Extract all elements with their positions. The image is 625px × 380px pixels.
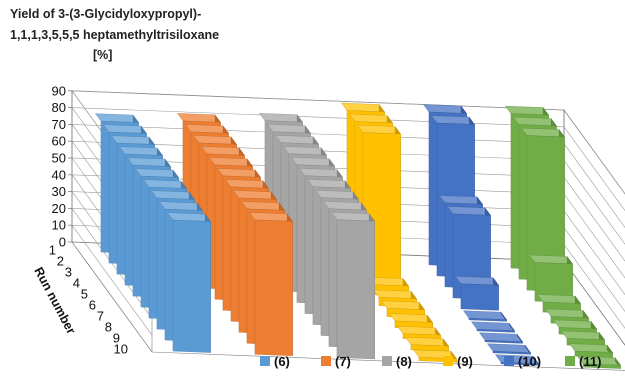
bar <box>249 212 293 357</box>
legend-item: (9) <box>443 354 473 369</box>
z-tick-label: 90 <box>52 83 66 98</box>
z-tick-label: 10 <box>52 218 66 233</box>
legend-swatch <box>504 356 514 366</box>
legend-swatch <box>443 356 453 366</box>
legend-item: (6) <box>260 354 290 369</box>
run-tick-label: 1 <box>49 243 56 258</box>
bar <box>405 337 449 352</box>
legend-swatch <box>382 356 392 366</box>
bar-front <box>484 340 523 344</box>
bar-front <box>468 318 507 322</box>
run-tick-label: 2 <box>57 254 64 269</box>
legend-item: (8) <box>382 354 412 369</box>
z-tick-label: 50 <box>52 151 66 166</box>
bars <box>95 102 621 370</box>
z-tick-label: 40 <box>52 167 66 182</box>
z-tick-label: 70 <box>52 117 66 132</box>
legend-label: (8) <box>396 354 412 369</box>
legend-label: (11) <box>579 354 601 369</box>
run-tick-label: 8 <box>105 320 112 335</box>
legend-item: (7) <box>321 354 351 369</box>
chart-title-line-2: 1,1,1,3,5,5,5 heptamethyltrisiloxane <box>10 28 219 42</box>
run-tick-label: 4 <box>73 276 80 291</box>
bar <box>167 212 211 354</box>
bar-front <box>336 219 375 360</box>
bar <box>529 254 573 304</box>
run-tick-label: 10 <box>114 342 128 357</box>
bar <box>463 310 507 322</box>
z-tick-label: 60 <box>52 134 66 149</box>
bar <box>479 332 523 344</box>
run-tick-label: 5 <box>81 287 88 302</box>
bar <box>521 127 565 293</box>
bar <box>471 321 515 333</box>
bar <box>331 212 375 360</box>
z-tick-label: 20 <box>52 201 66 216</box>
legend-swatch <box>260 356 270 366</box>
z-tick-label: 30 <box>52 184 66 199</box>
legend-swatch <box>321 356 331 366</box>
bar-front <box>172 219 211 353</box>
legend-label: (9) <box>457 354 473 369</box>
legend-item: (11) <box>565 354 601 369</box>
chart-title-line-1: Yield of 3-(3-Glycidyloxypropyl)- <box>10 7 201 21</box>
z-tick-label: 0 <box>59 235 66 250</box>
run-tick-label: 7 <box>97 309 104 324</box>
bar <box>569 343 613 359</box>
bar <box>455 276 499 311</box>
bar <box>487 343 531 355</box>
legend-label: (10) <box>518 354 541 369</box>
legend: (6) (7) (8) (9) (10) (11) <box>260 354 601 369</box>
bar-front <box>476 329 515 333</box>
legend-swatch <box>565 356 575 366</box>
legend-item: (10) <box>504 354 541 369</box>
run-tick-label: 3 <box>65 265 72 280</box>
bar-front <box>460 283 499 311</box>
legend-label: (7) <box>335 354 351 369</box>
run-tick-label: 6 <box>89 298 96 313</box>
z-tick-label: 80 <box>52 100 66 115</box>
legend-label: (6) <box>274 354 290 369</box>
bar <box>577 356 621 370</box>
run-tick-label: 9 <box>113 331 120 346</box>
bar-front <box>582 363 621 369</box>
bar-front <box>492 351 531 355</box>
chart-title-line-3: [%] <box>93 48 112 62</box>
bar-front <box>254 219 293 356</box>
